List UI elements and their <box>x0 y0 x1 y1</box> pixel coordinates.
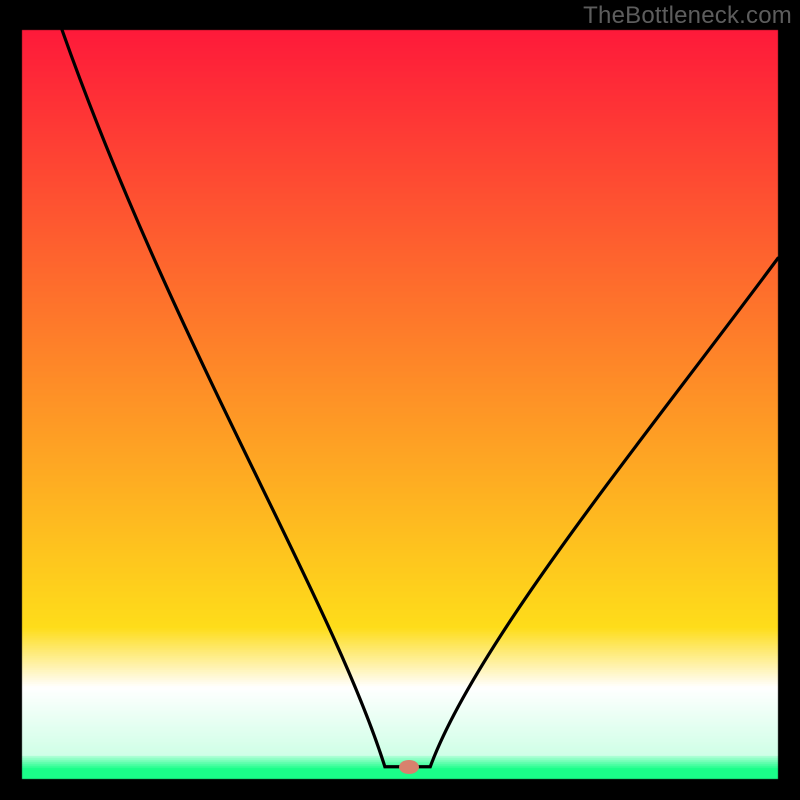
bottleneck-chart: { "watermark": { "text": "TheBottleneck.… <box>0 0 800 800</box>
watermark-text: TheBottleneck.com <box>583 2 792 30</box>
gradient-background <box>0 0 800 800</box>
